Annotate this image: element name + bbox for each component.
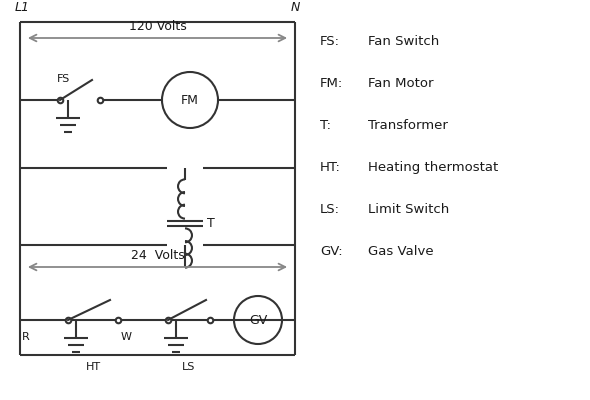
Text: Limit Switch: Limit Switch: [368, 203, 449, 216]
Text: GV: GV: [249, 314, 267, 326]
Text: Transformer: Transformer: [368, 119, 448, 132]
Text: LS:: LS:: [320, 203, 340, 216]
Text: Fan Switch: Fan Switch: [368, 35, 439, 48]
Text: FM: FM: [181, 94, 199, 106]
Text: 24  Volts: 24 Volts: [130, 249, 184, 262]
Text: FS: FS: [57, 74, 70, 84]
Text: FS:: FS:: [320, 35, 340, 48]
Text: 120 Volts: 120 Volts: [129, 20, 186, 33]
Text: HT:: HT:: [320, 161, 341, 174]
Text: GV:: GV:: [320, 245, 343, 258]
Text: N: N: [291, 1, 300, 14]
Text: Gas Valve: Gas Valve: [368, 245, 434, 258]
Text: Fan Motor: Fan Motor: [368, 77, 434, 90]
Text: T:: T:: [320, 119, 331, 132]
Text: W: W: [121, 332, 132, 342]
Text: HT: HT: [86, 362, 100, 372]
Text: FM:: FM:: [320, 77, 343, 90]
Text: LS: LS: [182, 362, 196, 372]
Text: L1: L1: [15, 1, 30, 14]
Text: R: R: [22, 332, 30, 342]
Text: T: T: [207, 217, 215, 230]
Text: Heating thermostat: Heating thermostat: [368, 161, 498, 174]
